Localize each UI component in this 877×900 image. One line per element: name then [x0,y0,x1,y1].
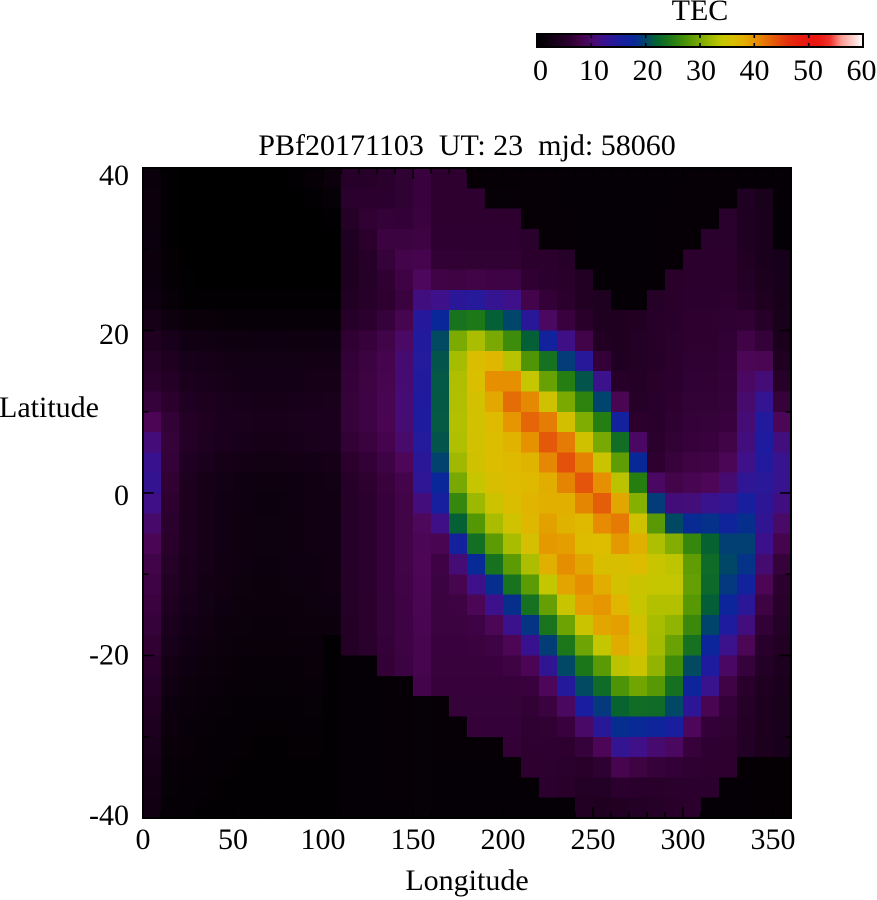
svg-text:Latitude: Latitude [0,391,99,424]
svg-text:150: 150 [391,823,436,856]
svg-text:50: 50 [793,54,823,87]
svg-text:40: 40 [99,159,129,192]
svg-text:PBf20171103 UT: 23 mjd: 5806: PBf20171103 UT: 23 mjd: 58060 [258,129,675,162]
svg-text:350: 350 [751,823,796,856]
svg-text:300: 300 [661,823,706,856]
svg-text:-40: -40 [89,799,129,832]
svg-text:0: 0 [114,479,129,512]
svg-text:30: 30 [686,54,716,87]
svg-text:250: 250 [571,823,616,856]
svg-text:40: 40 [740,54,770,87]
svg-text:50: 50 [218,823,248,856]
svg-text:20: 20 [99,318,129,351]
svg-text:10: 10 [579,54,609,87]
svg-text:Longitude: Longitude [405,864,528,897]
svg-text:200: 200 [481,823,526,856]
svg-text:100: 100 [301,823,346,856]
svg-text:20: 20 [633,54,663,87]
svg-text:60: 60 [847,54,877,87]
svg-text:0: 0 [136,823,151,856]
svg-text:TEC: TEC [672,0,729,27]
svg-text:0: 0 [533,54,548,87]
svg-text:-20: -20 [89,639,129,672]
